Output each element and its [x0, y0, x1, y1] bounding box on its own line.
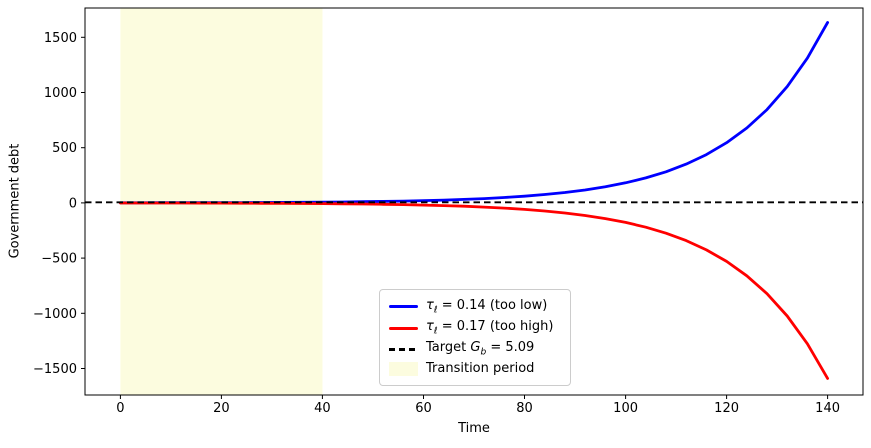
legend-swatch-line	[389, 305, 418, 309]
legend-swatch-dashed	[389, 347, 418, 351]
x-tick-label: 60	[415, 401, 432, 416]
x-tick-label: 20	[213, 401, 230, 416]
y-tick-label: 1500	[44, 31, 77, 46]
x-tick-label: 0	[116, 401, 124, 416]
legend: τℓ = 0.14 (too low) τℓ = 0.17 (too high) T…	[379, 289, 571, 386]
legend-entry: Target Gb = 5.09	[389, 339, 566, 358]
x-tick-label: 80	[516, 401, 533, 416]
y-tick-label: −1500	[33, 362, 77, 377]
y-tick-label: −1000	[33, 307, 77, 322]
legend-entry: τℓ = 0.17 (too high)	[389, 318, 566, 337]
x-tick-label: 120	[714, 401, 739, 416]
y-tick-label: −500	[41, 252, 77, 267]
x-tick-label: 100	[613, 401, 638, 416]
legend-entry: τℓ = 0.14 (too low)	[389, 297, 566, 316]
plot-border	[84, 7, 864, 396]
y-tick-label: 0	[69, 196, 77, 211]
y-tick-label: 1000	[44, 86, 77, 101]
legend-entry: Transition period	[389, 361, 566, 377]
legend-swatch-patch	[389, 362, 418, 377]
x-tick-label: 40	[314, 401, 331, 416]
legend-label: τℓ = 0.17 (too high)	[426, 318, 554, 337]
legend-swatch-line	[389, 326, 418, 330]
y-axis-label: Government debt	[7, 143, 23, 259]
y-tick-label: 500	[52, 141, 77, 156]
legend-label: Target Gb = 5.09	[426, 339, 535, 358]
x-tick-label: 140	[815, 401, 840, 416]
x-axis-label: Time	[458, 421, 490, 436]
legend-label: Transition period	[426, 361, 535, 377]
legend-label: τℓ = 0.14 (too low)	[426, 297, 548, 316]
